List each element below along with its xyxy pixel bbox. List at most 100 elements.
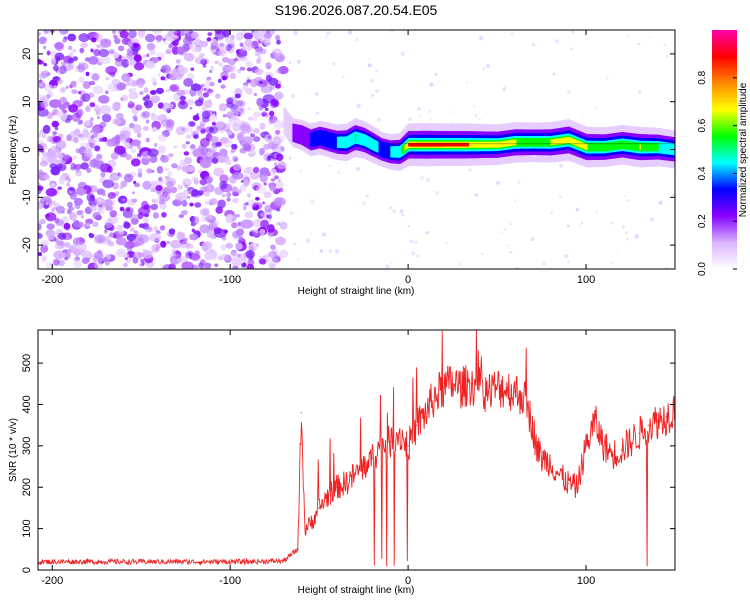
noise-blob [137,212,144,220]
trace-segment [323,131,326,147]
trace-segment [634,142,636,151]
trace-segment [532,138,535,147]
noise-blob [146,43,156,51]
noise-blob [247,106,252,111]
trace-segment [537,138,539,147]
noise-blob [240,262,247,268]
noise-blob [559,163,563,168]
noise-blob [269,84,276,90]
noise-blob [575,207,580,212]
trace-segment [568,137,570,143]
trace-segment [451,142,454,147]
trace-segment [668,142,671,155]
trace-segment [515,138,518,147]
trace-segment [457,142,459,147]
trace-segment [562,137,564,144]
trace-segment [393,146,395,158]
noise-blob [50,57,57,65]
trace-segment [301,125,303,145]
trace-segment [643,142,645,152]
noise-blob [133,62,145,71]
noise-blob [86,167,92,174]
snr-data-point [309,523,311,526]
noise-blob [190,67,195,71]
trace-segment [497,141,499,148]
trace-segment [622,140,624,150]
trace-segment [667,142,669,155]
noise-blob [101,192,106,197]
noise-blob [171,68,181,76]
trace-segment [492,141,495,148]
noise-blob [71,89,78,94]
spectrogram-x-tick-label: 100 [577,274,595,286]
noise-blob [222,114,228,118]
trace-segment [586,144,588,150]
noise-blob [209,69,213,74]
noise-blob [145,60,156,69]
figure-title: S196.2026.087.20.54.E05 [275,2,438,18]
noise-blob [143,87,149,94]
noise-blob [177,257,182,263]
noise-blob [153,225,158,231]
noise-blob [192,216,200,225]
noise-blob [146,53,150,58]
noise-blob [253,116,257,122]
trace-segment [289,115,292,144]
trace-segment [633,142,635,151]
trace-segment [352,133,354,145]
trace-segment [434,142,437,147]
noise-blob [92,212,101,220]
noise-blob [178,214,184,219]
trace-segment [321,130,324,146]
trace-segment [481,141,483,148]
trace-segment [430,142,432,147]
noise-blob [606,77,609,80]
noise-blob [218,62,224,67]
trace-segment [302,125,304,146]
trace-segment [552,139,554,145]
noise-blob [201,241,213,250]
noise-blob [171,46,179,55]
trace-segment [649,142,651,152]
noise-blob [231,115,237,120]
noise-blob [73,155,77,160]
trace-segment [628,141,631,150]
snr-data-point [505,387,507,389]
noise-blob [253,185,260,191]
noise-blob [85,71,90,77]
noise-blob [168,43,174,49]
noise-blob [104,235,111,243]
noise-blob [90,143,95,149]
noise-blob [611,261,614,265]
trace-segment [397,146,399,158]
trace-segment [660,141,663,154]
colorbar-ticks: 0.0 0.2 0.4 0.6 0.8 [697,70,737,276]
noise-blob [43,30,51,35]
noise-blob [610,221,614,225]
noise-blob [89,102,96,108]
noise-blob [209,147,217,153]
noise-blob [230,34,235,40]
noise-blob [271,48,283,57]
trace-segment [561,138,563,144]
trace-segment [356,132,358,144]
trace-segment [444,142,447,147]
trace-segment [517,138,519,147]
trace-segment [599,142,601,152]
snr-data-point [535,445,537,447]
trace-segment [538,138,540,147]
noise-blob [184,184,189,188]
noise-blob [181,127,186,131]
trace-segment [553,139,555,145]
colorbar-ramp [712,30,737,269]
noise-blob [259,48,267,55]
noise-blob [110,152,119,160]
trace-segment [658,141,660,154]
noise-blob [503,86,506,90]
noise-blob [162,38,166,42]
noise-blob [280,146,285,152]
trace-segment [441,142,444,147]
trace-segment [458,142,461,147]
noise-blob [104,219,114,229]
noise-blob [133,230,138,234]
